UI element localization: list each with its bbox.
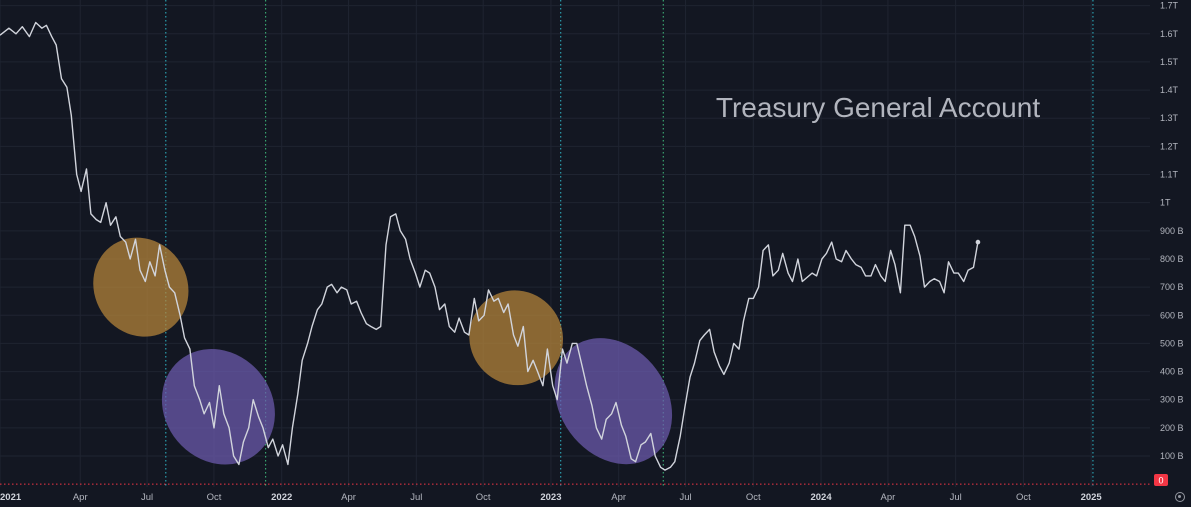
y-tick-label: 100 B: [1160, 451, 1184, 461]
x-tick-label: Apr: [881, 492, 896, 503]
y-tick-label: 200 B: [1160, 423, 1184, 433]
y-tick-label: 500 B: [1160, 338, 1184, 348]
x-tick-label: 2023: [540, 492, 561, 503]
zero-badge-bg: [1154, 474, 1168, 486]
y-tick-label: 1T: [1160, 198, 1171, 208]
x-tick-label: Jul: [679, 492, 691, 503]
zero-badge: 0: [1154, 474, 1168, 486]
y-tick-label: 1.1T: [1160, 170, 1179, 180]
highlight-ellipse: [469, 290, 564, 386]
y-tick-label: 1.2T: [1160, 141, 1179, 151]
x-tick-label: 2022: [271, 492, 292, 503]
y-tick-label: 800 B: [1160, 254, 1184, 264]
highlight-ellipse: [93, 237, 189, 337]
y-tick-label: 900 B: [1160, 226, 1184, 236]
y-tick-label: 1.7T: [1160, 1, 1179, 11]
highlight-ellipse: [161, 349, 275, 465]
x-tick-label: Jul: [410, 492, 422, 503]
x-tick-label: Oct: [1016, 492, 1031, 503]
x-tick-label: Oct: [207, 492, 222, 503]
tga-series-line[interactable]: [0, 21, 979, 471]
x-tick-label: Oct: [746, 492, 761, 503]
y-tick-label: 600 B: [1160, 310, 1184, 320]
y-tick-label: 1.4T: [1160, 85, 1179, 95]
chart-title: Treasury General Account: [716, 92, 1040, 123]
last-value-dot[interactable]: [975, 239, 981, 245]
x-tick-label: Jul: [950, 492, 962, 503]
x-tick-label: 2021: [0, 492, 22, 503]
y-tick-label: 1.5T: [1160, 57, 1179, 67]
x-axis[interactable]: 2021 Apr Jul Oct 2022 Apr Jul Oct 2023 Apr Jul Oct 2…: [0, 492, 1102, 503]
settings-gear-icon[interactable]: [1175, 492, 1185, 502]
x-tick-label: 2025: [1081, 492, 1103, 503]
x-tick-label: Jul: [141, 492, 153, 503]
highlight-ellipses: [93, 237, 673, 465]
y-tick-label: 700 B: [1160, 282, 1184, 292]
y-tick-label: 400 B: [1160, 367, 1184, 377]
y-tick-label: 1.6T: [1160, 29, 1179, 39]
x-tick-label: 2024: [810, 492, 832, 503]
highlight-ellipse: [554, 338, 673, 465]
y-tick-label: 300 B: [1160, 395, 1184, 405]
event-vertical-lines: [165, 0, 1094, 487]
x-tick-label: Apr: [73, 492, 88, 503]
y-tick-label: 1.3T: [1160, 113, 1179, 123]
x-tick-label: Oct: [476, 492, 491, 503]
x-tick-label: Apr: [611, 492, 626, 503]
y-axis[interactable]: 1.7T 1.6T 1.5T 1.4T 1.3T 1.2T 1.1T 1T 900 B 800 B…: [1160, 1, 1184, 461]
x-tick-label: Apr: [341, 492, 356, 503]
zero-badge-label: 0: [1158, 476, 1163, 486]
